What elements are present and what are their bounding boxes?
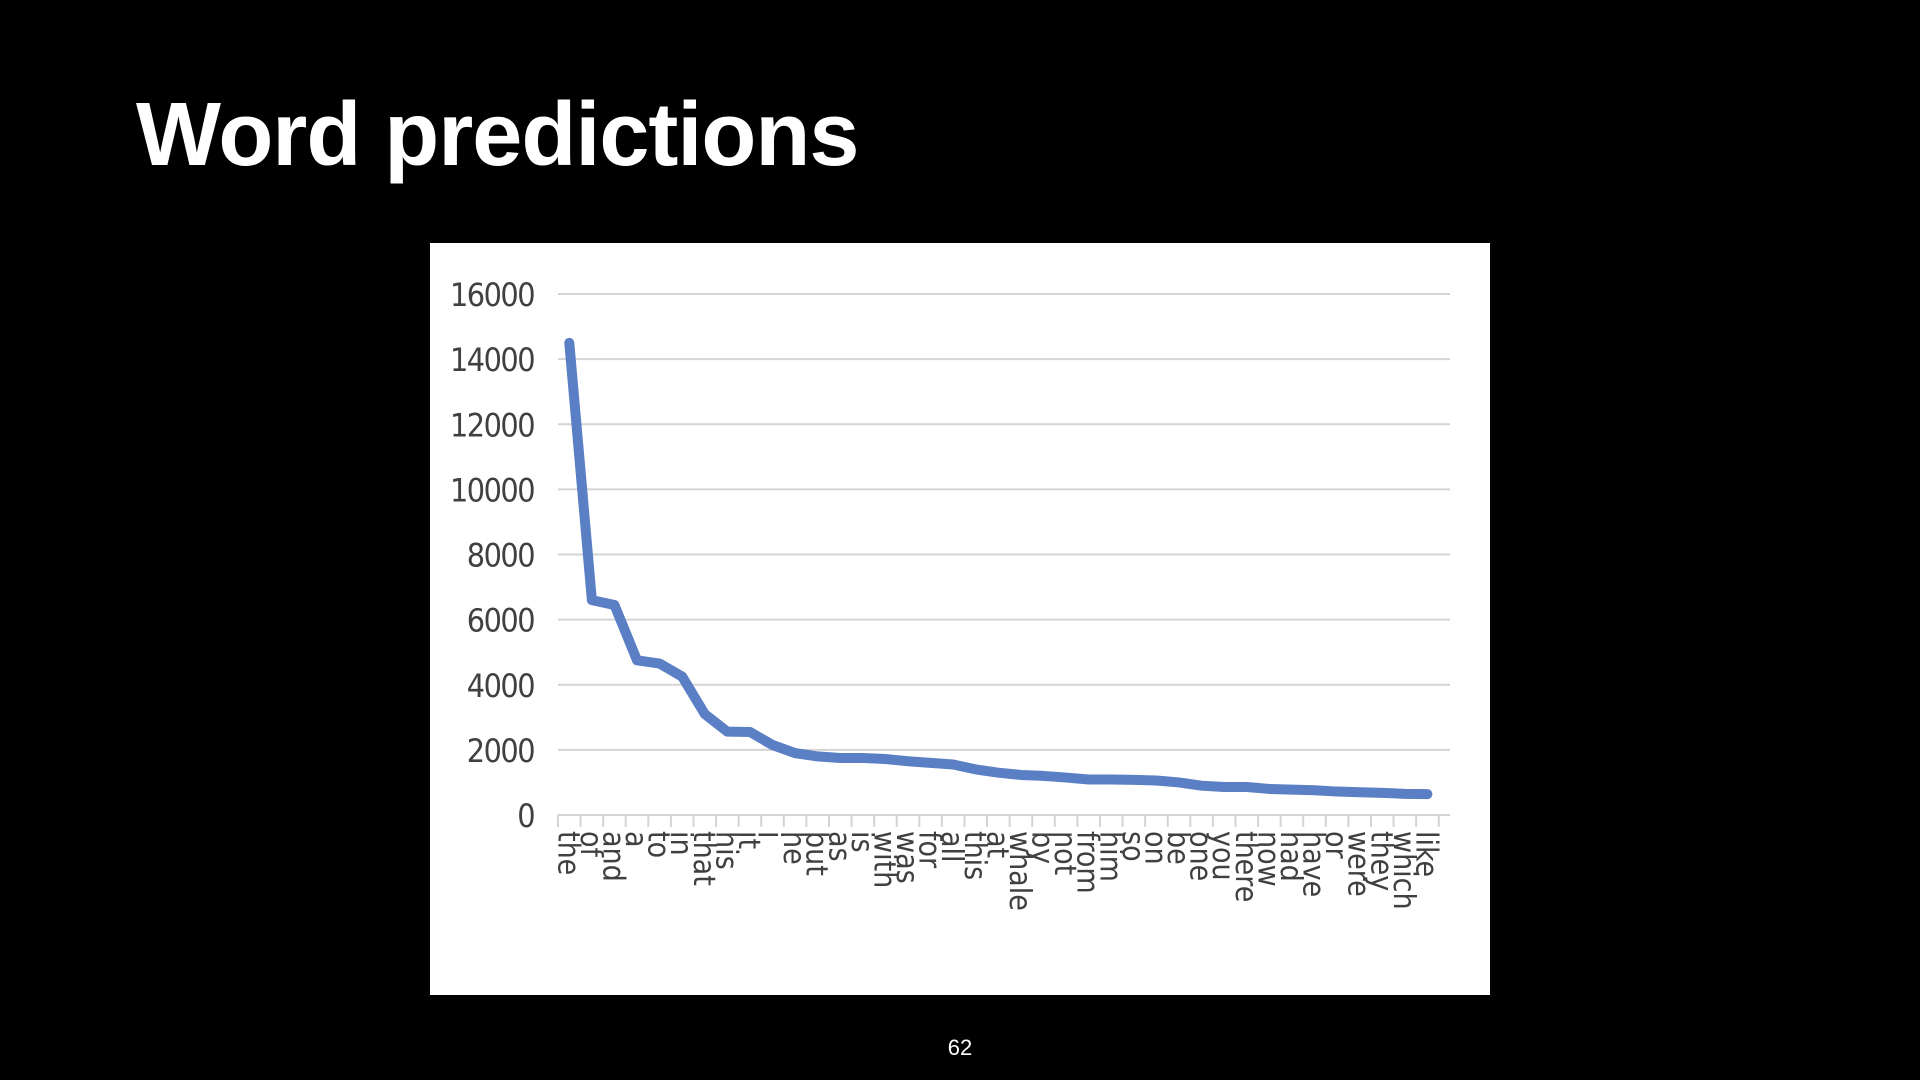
x-tick-label-with: with [866, 831, 901, 888]
y-tick-label-6000: 6000 [467, 602, 534, 640]
series-line-frequency [564, 337, 1433, 800]
x-tick-label-which: which [1386, 831, 1421, 910]
data-point-not [1065, 777, 1067, 779]
data-point-you [1223, 786, 1225, 788]
data-point-so [1133, 779, 1135, 781]
data-point-which [1404, 793, 1406, 795]
x-tick-label-but: but [799, 831, 834, 876]
x-tick-label-whale: whale [1002, 831, 1037, 911]
y-tick-label-12000: 12000 [450, 406, 534, 444]
x-tick-label-be: be [1160, 831, 1195, 865]
data-point-but [817, 755, 819, 757]
y-tick-label-14000: 14000 [450, 341, 534, 379]
x-tick-label-or: or [1318, 831, 1353, 860]
data-point-they [1381, 792, 1383, 794]
data-point-with [884, 758, 886, 760]
x-tick-label-by: by [1025, 831, 1060, 864]
data-point-that [704, 713, 706, 715]
data-point-in [681, 676, 683, 678]
x-tick-label-his: his [708, 831, 743, 870]
data-point-were [1359, 791, 1361, 793]
chart-panel: 0 2000 4000 6000 8000 10000 12000 14000 16000 th… [430, 243, 1490, 995]
x-tick-label-on: on [1137, 831, 1172, 865]
word-frequency-chart: 0 2000 4000 6000 8000 10000 12000 14000 16000 th… [450, 276, 1450, 911]
data-point-his [726, 731, 728, 733]
data-point-him [1110, 779, 1112, 781]
data-point-by [1043, 775, 1045, 777]
x-tick-label-the: the [550, 831, 585, 875]
x-tick-label-have: have [1296, 831, 1331, 897]
y-tick-label-8000: 8000 [467, 537, 534, 575]
x-tick-label-he: he [776, 831, 811, 865]
y-tick-label-10000: 10000 [450, 471, 534, 509]
data-point-is [862, 757, 864, 759]
x-tick-label-in: in [663, 831, 698, 856]
series [564, 337, 1433, 800]
x-tick-label-was: was [889, 831, 924, 884]
data-point-have [1314, 789, 1316, 791]
x-tick-label-that: that [686, 831, 721, 886]
x-tick-label-one: one [1183, 831, 1218, 881]
x-tick-label-as: as [821, 831, 856, 862]
x-tick-label-there: there [1228, 831, 1263, 902]
x-tick-label-not: not [1047, 831, 1082, 875]
x-tick-label-you: you [1205, 831, 1240, 881]
x-tick-label-to: to [641, 831, 676, 858]
x-tick-label-it: it [731, 831, 766, 849]
data-point-or [1336, 791, 1338, 793]
x-tick-label-a: a [618, 831, 653, 848]
data-point-for [930, 762, 932, 764]
data-point-to [659, 663, 661, 665]
slide-title: Word predictions [136, 85, 859, 185]
y-tick-label-4000: 4000 [467, 667, 534, 705]
x-tick-label-they: they [1363, 831, 1398, 891]
data-point-it [749, 731, 751, 733]
x-tick-label-this: this [957, 831, 992, 880]
data-point-as [839, 757, 841, 759]
x-tick-label-from: from [1070, 831, 1105, 894]
data-point-there [1246, 786, 1248, 788]
data-point-like [1426, 793, 1428, 795]
x-axis [557, 814, 1450, 827]
data-point-from [1088, 779, 1090, 781]
x-tick-label-him: him [1092, 831, 1127, 882]
x-tick-label-is: is [844, 831, 879, 853]
x-tick-label-now: now [1250, 831, 1285, 887]
data-point-of [591, 599, 593, 601]
x-tick-label-had: had [1273, 831, 1308, 882]
data-point-a [636, 659, 638, 661]
x-axis-tick-labels: theofandatointhathisitihebutasiswithwasf… [550, 831, 1443, 911]
data-point-at [997, 772, 999, 774]
data-point-on [1155, 779, 1157, 781]
data-point-all [952, 764, 954, 766]
y-tick-label-2000: 2000 [467, 732, 534, 770]
x-tick-label-for: for [912, 831, 947, 869]
data-point-now [1268, 788, 1270, 790]
data-point-i [772, 744, 774, 746]
data-point-had [1291, 789, 1293, 791]
data-point-this [975, 768, 977, 770]
data-point-and [613, 604, 615, 606]
gridlines [558, 293, 1450, 751]
x-tick-label-i: i [754, 831, 789, 839]
x-tick-label-all: all [934, 831, 969, 863]
data-point-be [1178, 781, 1180, 783]
x-tick-label-at: at [979, 831, 1014, 858]
x-tick-label-so: so [1115, 831, 1150, 862]
y-tick-label-16000: 16000 [450, 276, 534, 314]
data-point-was [907, 760, 909, 762]
page-number: 62 [947, 1035, 973, 1060]
data-point-one [1201, 785, 1203, 787]
x-tick-label-were: were [1341, 831, 1376, 897]
x-tick-label-of: of [573, 831, 608, 859]
data-point-the [568, 342, 570, 344]
x-tick-label-like: like [1408, 831, 1443, 877]
data-point-whale [1020, 774, 1022, 776]
y-axis-tick-labels: 0 2000 4000 6000 8000 10000 12000 14000 16000 [450, 276, 536, 835]
y-tick-label-0: 0 [517, 797, 534, 835]
x-tick-label-and: and [595, 831, 630, 882]
data-point-he [794, 752, 796, 754]
